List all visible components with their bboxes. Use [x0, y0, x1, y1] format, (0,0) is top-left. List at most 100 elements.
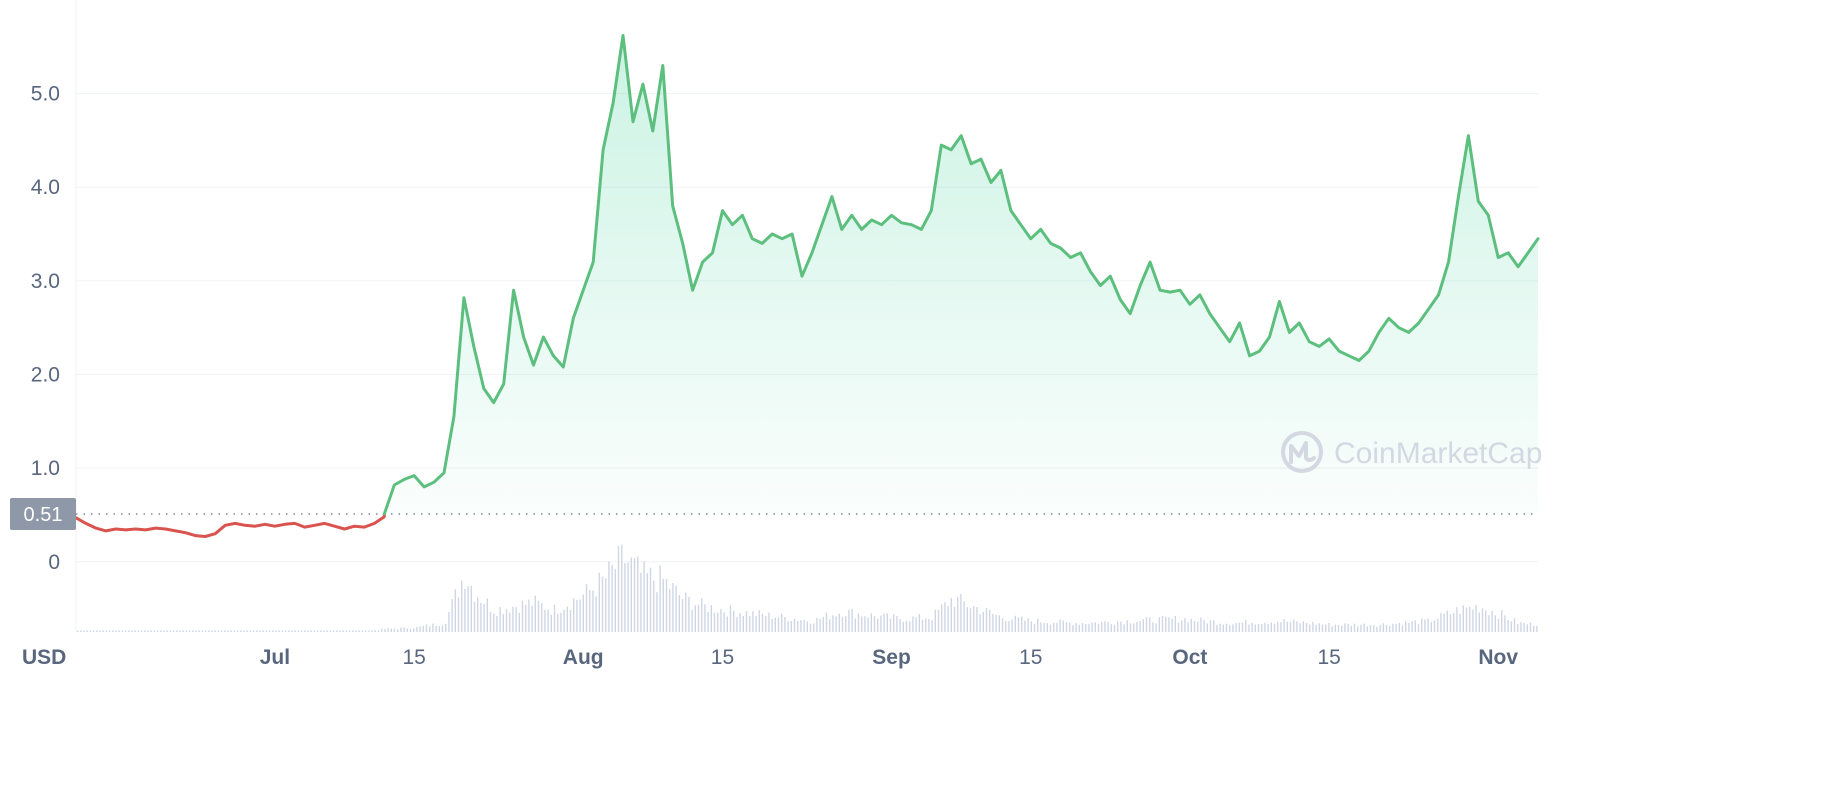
volume-bar	[1459, 613, 1461, 632]
volume-bar	[998, 615, 1000, 632]
volume-bar	[873, 616, 876, 632]
volume-bar	[281, 630, 284, 632]
volume-bar	[445, 623, 447, 632]
volume-bar	[304, 630, 306, 632]
volume-bar	[179, 630, 181, 632]
volume-bar	[518, 612, 520, 632]
volume-bar	[496, 615, 498, 632]
volume-bar	[857, 613, 860, 632]
volume-bar	[521, 600, 524, 632]
volume-bar	[1165, 616, 1167, 632]
volume-bar	[553, 604, 556, 632]
volume-bar	[557, 613, 559, 632]
volume-bar	[243, 630, 245, 632]
coinmarketcap-watermark: CoinMarketCap	[1281, 431, 1542, 473]
volume-bar	[806, 621, 808, 632]
current-price-badge-bg	[10, 498, 76, 531]
volume-bar	[1414, 620, 1416, 632]
volume-bar	[1184, 618, 1186, 632]
volume-bar	[925, 618, 927, 632]
volume-bar	[1373, 625, 1375, 632]
volume-bar	[784, 616, 786, 632]
volume-bar	[1238, 622, 1240, 632]
x-tick-label: Oct	[1172, 646, 1207, 669]
volume-bar	[483, 604, 485, 632]
volume-bar	[1325, 624, 1327, 632]
volume-bar	[643, 561, 645, 632]
volume-bar	[1453, 613, 1455, 632]
volume-bar	[1437, 618, 1439, 632]
volume-bar	[118, 630, 120, 632]
volume-bar	[509, 612, 511, 632]
volume-bar	[541, 603, 543, 632]
volume-bar	[621, 544, 623, 632]
volume-bar	[1245, 620, 1247, 632]
volume-bar	[1494, 615, 1496, 632]
volume-bar	[1264, 622, 1266, 632]
volume-bar	[1088, 624, 1090, 632]
volume-bar	[569, 610, 572, 632]
volume-bar	[1520, 622, 1522, 632]
volume-bar	[1440, 613, 1442, 632]
volume-bar	[201, 630, 204, 632]
volume-bar	[886, 613, 888, 632]
volume-bar	[630, 557, 632, 632]
volume-bar	[1337, 624, 1340, 632]
volume-bar	[627, 562, 629, 632]
volume-bar	[1190, 618, 1192, 632]
volume-bar	[870, 613, 872, 632]
volume-bar	[166, 630, 168, 632]
volume-bar	[579, 599, 581, 632]
volume-bar	[787, 621, 789, 632]
volume-bar	[1197, 621, 1199, 632]
volume-bar	[921, 619, 924, 632]
volume-bar	[125, 630, 127, 632]
volume-bar	[1091, 622, 1093, 632]
volume-bar	[416, 626, 418, 632]
y-tick-label: 0	[48, 551, 60, 574]
volume-bar	[489, 611, 492, 632]
volume-bar	[1357, 626, 1359, 632]
volume-bar	[816, 617, 818, 632]
volume-bar	[880, 615, 882, 632]
volume-bar	[1011, 619, 1013, 632]
y-tick-label: 2.0	[31, 364, 60, 387]
volume-bar	[339, 630, 341, 632]
volume-bar	[438, 626, 440, 632]
volume-bar	[227, 630, 229, 632]
volume-bar	[813, 623, 815, 632]
volume-bar	[1379, 624, 1381, 632]
volume-bar	[889, 618, 892, 632]
volume-bar	[150, 630, 152, 632]
volume-bar	[361, 630, 364, 632]
volume-bar	[1321, 624, 1324, 632]
x-tick-label: Jul	[260, 646, 290, 669]
volume-bar	[1222, 624, 1224, 632]
volume-bar	[409, 628, 412, 632]
volume-bar	[89, 630, 92, 632]
volume-bar	[313, 630, 316, 632]
volume-bar	[1075, 623, 1077, 632]
volume-bar	[1421, 618, 1423, 632]
volume-bar	[384, 629, 386, 632]
volume-bar	[1017, 617, 1020, 632]
volume-bar	[323, 630, 325, 632]
volume-bar	[605, 578, 607, 632]
volume-bar	[153, 630, 156, 632]
volume-bar	[1382, 623, 1384, 632]
volume-bar	[461, 580, 463, 632]
volume-bar	[358, 630, 360, 632]
volume-bar	[1049, 624, 1052, 632]
volume-bar	[1267, 623, 1269, 632]
volume-bar	[957, 597, 959, 632]
volume-bar	[1136, 621, 1138, 632]
x-tick-label: 15	[1019, 646, 1042, 669]
volume-bar	[1181, 620, 1183, 632]
volume-bar	[233, 630, 236, 632]
volume-bar	[473, 601, 476, 632]
volume-bar	[867, 617, 869, 632]
volume-bar	[1200, 617, 1202, 632]
volume-bar	[781, 613, 783, 632]
volume-bar	[1241, 622, 1244, 632]
